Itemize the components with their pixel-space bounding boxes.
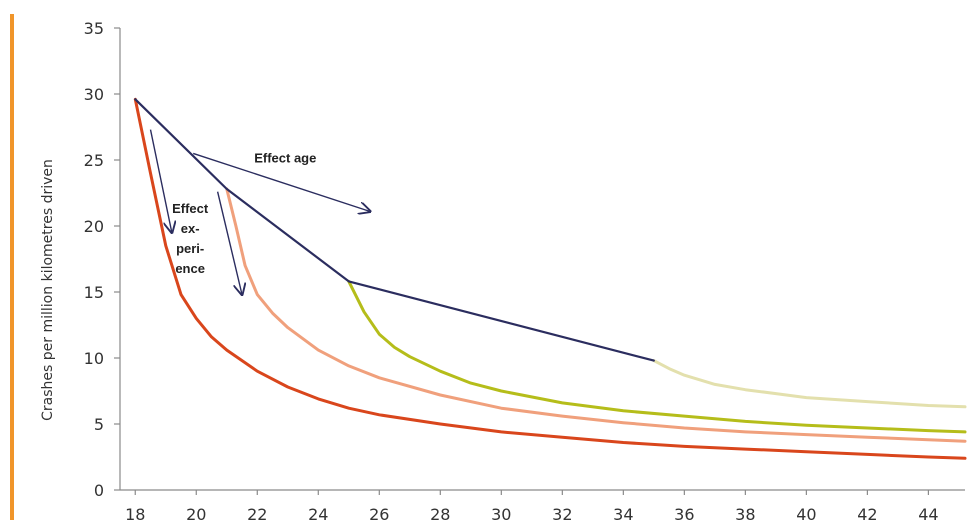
y-tick-label: 20 bbox=[84, 217, 104, 236]
x-tick-label: 24 bbox=[308, 505, 328, 524]
x-tick-label: 28 bbox=[430, 505, 450, 524]
y-tick-label: 15 bbox=[84, 283, 104, 302]
y-tick-label: 30 bbox=[84, 85, 104, 104]
annotations: Effect age Effect ex-peri-ence bbox=[149, 129, 371, 295]
annotation-arrow-3 bbox=[216, 191, 242, 295]
annotation-arrow-2 bbox=[149, 129, 172, 233]
effect-experience-label: Effect bbox=[172, 201, 209, 216]
series-line-2 bbox=[225, 187, 967, 443]
y-tick-label: 25 bbox=[84, 151, 104, 170]
series-line-5 bbox=[134, 98, 655, 362]
y-tick-label: 35 bbox=[84, 19, 104, 38]
accent-bar bbox=[10, 14, 14, 520]
y-tick-label: 0 bbox=[94, 481, 104, 500]
axes: 0 5 10 15 20 25 30 35 18 20 22 24 26 28 30 32 34 36 38 40 42… bbox=[84, 19, 965, 524]
x-tick-label: 20 bbox=[186, 505, 206, 524]
effect-experience-label: ence bbox=[175, 261, 205, 276]
y-tick-label: 10 bbox=[84, 349, 104, 368]
x-tick-label: 26 bbox=[369, 505, 389, 524]
series-line-3 bbox=[347, 279, 967, 434]
series-lines bbox=[133, 97, 967, 460]
x-tick-label: 40 bbox=[796, 505, 816, 524]
x-tick-label: 44 bbox=[918, 505, 938, 524]
y-axis-label: Crashes per million kilometres driven bbox=[40, 159, 56, 421]
effect-age-label: Effect age bbox=[254, 151, 316, 166]
x-tick-label: 30 bbox=[491, 505, 511, 524]
x-tick-label: 38 bbox=[735, 505, 755, 524]
x-tick-label: 32 bbox=[552, 505, 572, 524]
effect-experience-label: ex- bbox=[181, 221, 200, 236]
series-line-1 bbox=[133, 97, 967, 460]
series-line-4 bbox=[652, 359, 967, 409]
x-tick-label: 36 bbox=[674, 505, 694, 524]
effect-experience-label: peri- bbox=[176, 241, 204, 256]
annotation-arrow-1 bbox=[192, 152, 370, 211]
x-tick-label: 22 bbox=[247, 505, 267, 524]
x-tick-label: 34 bbox=[613, 505, 633, 524]
y-tick-label: 5 bbox=[94, 415, 104, 434]
x-tick-label: 42 bbox=[857, 505, 877, 524]
x-tick-label: 18 bbox=[125, 505, 145, 524]
